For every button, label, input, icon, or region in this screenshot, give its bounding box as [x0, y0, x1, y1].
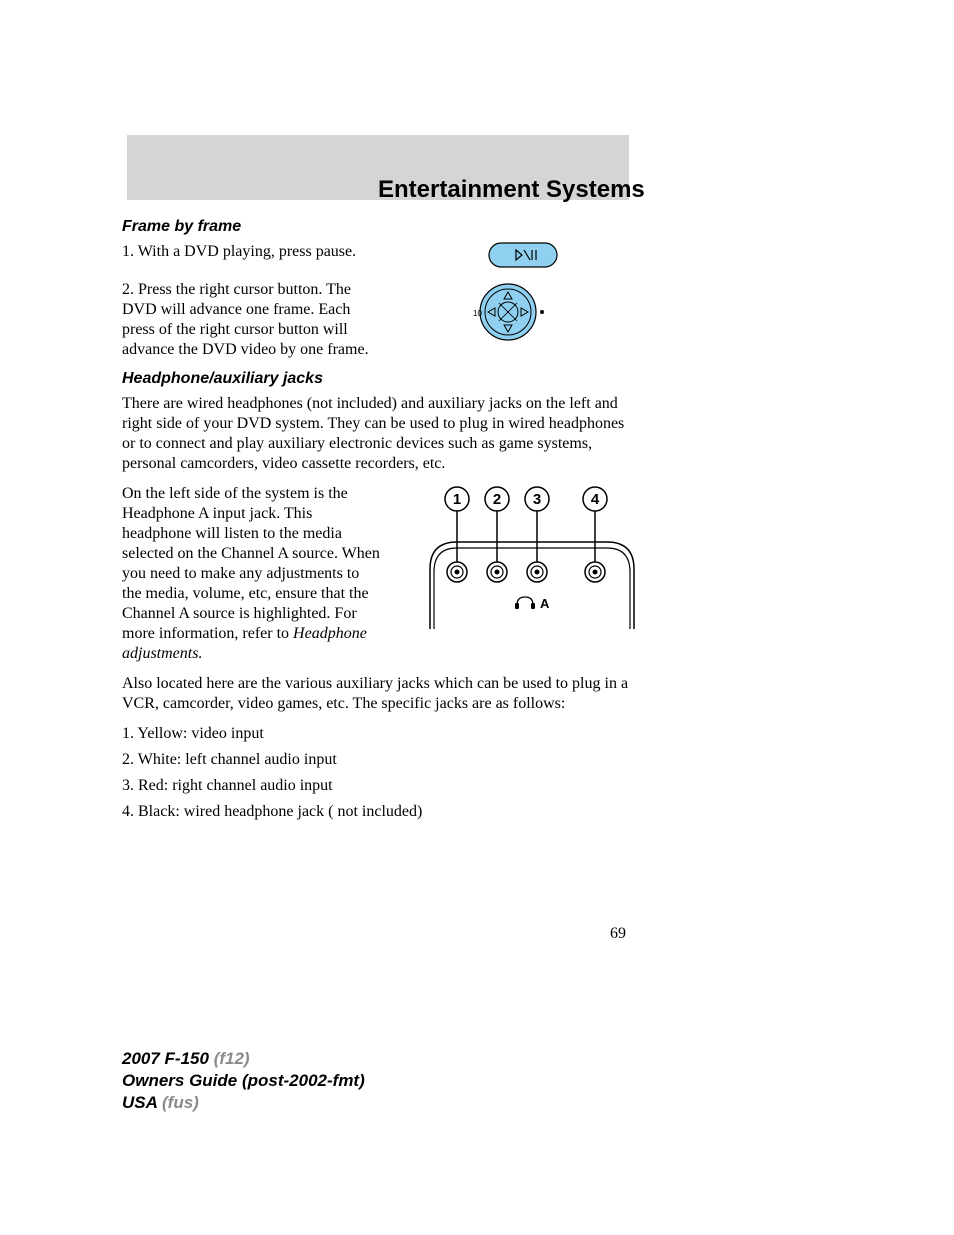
step1-row: 1. With a DVD playing, press pause.	[122, 242, 632, 268]
pause-button-figure	[488, 242, 558, 268]
headphone-para2: On the left side of the system is the He…	[122, 484, 380, 664]
footer-code2: (fus)	[162, 1093, 199, 1112]
headphone-para2-row: On the left side of the system is the He…	[122, 484, 632, 664]
jack-item-3: 3. Red: right channel audio input	[122, 776, 632, 796]
page: Entertainment Systems Frame by frame 1. …	[0, 0, 954, 1235]
frame-by-frame-heading: Frame by frame	[122, 218, 632, 236]
svg-text:A: A	[540, 596, 550, 611]
content-area: Frame by frame 1. With a DVD playing, pr…	[122, 218, 632, 828]
footer-line1: 2007 F-150 (f12)	[122, 1048, 365, 1070]
footer-line2: Owners Guide (post-2002-fmt)	[122, 1070, 365, 1092]
svg-text:2: 2	[493, 491, 501, 508]
jack-item-2: 2. White: left channel audio input	[122, 750, 632, 770]
headphone-para3: Also located here are the various auxili…	[122, 674, 632, 714]
section-title: Entertainment Systems	[378, 176, 645, 204]
jack-item-4: 4. Black: wired headphone jack ( not inc…	[122, 802, 632, 822]
footer-code1: (f12)	[214, 1049, 250, 1068]
headphone-para2-text: On the left side of the system is the He…	[122, 485, 380, 642]
step2-row: 2. Press the right cursor button. The DV…	[122, 280, 632, 360]
jack-diagram: 1 2 3 4	[422, 484, 642, 634]
step2-text: 2. Press the right cursor button. The DV…	[122, 280, 384, 360]
footer-model: 2007 F-150	[122, 1049, 214, 1068]
jack-item-1: 1. Yellow: video input	[122, 724, 632, 744]
cursor-pad-figure: 10	[468, 280, 548, 344]
footer-line3: USA (fus)	[122, 1092, 365, 1114]
headphone-icon	[515, 597, 535, 609]
svg-text:10: 10	[473, 309, 482, 318]
dpad-icon: 10	[468, 280, 548, 344]
svg-text:4: 4	[591, 491, 600, 508]
svg-text:1: 1	[453, 491, 461, 508]
footer: 2007 F-150 (f12) Owners Guide (post-2002…	[122, 1048, 365, 1114]
headphone-jacks-heading: Headphone/auxiliary jacks	[122, 370, 632, 388]
play-pause-icon	[488, 242, 558, 268]
jack-diagram-svg: 1 2 3 4	[422, 484, 642, 634]
step1-text: 1. With a DVD playing, press pause.	[122, 242, 402, 262]
page-number: 69	[610, 925, 626, 943]
svg-text:3: 3	[533, 491, 541, 508]
footer-region: USA	[122, 1093, 162, 1112]
headphone-para1: There are wired headphones (not included…	[122, 394, 632, 474]
